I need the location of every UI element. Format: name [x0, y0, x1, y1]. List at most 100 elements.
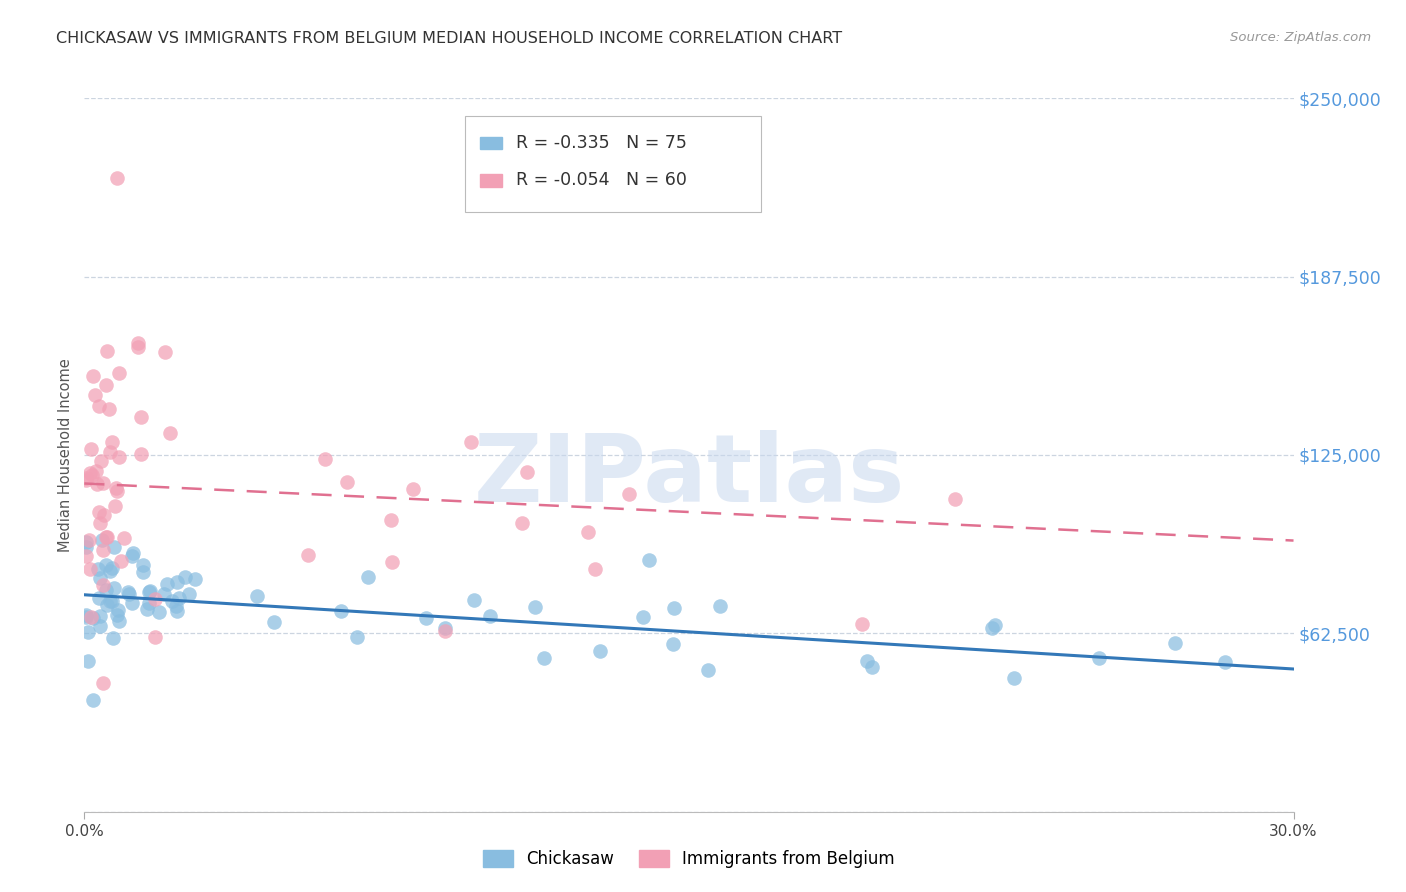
Point: [129, 447, 152, 461]
Point: [583, 562, 606, 576]
Point: [631, 610, 654, 624]
Point: [148, 605, 170, 619]
Point: [156, 576, 179, 591]
Point: [263, 615, 285, 630]
Point: [87, 399, 110, 413]
Point: [82, 369, 104, 384]
Point: [98, 445, 121, 459]
Point: [91, 533, 114, 547]
Point: [167, 591, 190, 605]
Point: [107, 615, 129, 629]
Point: [87, 591, 110, 606]
Point: [79, 442, 101, 456]
Point: [510, 516, 533, 530]
Point: [121, 545, 143, 559]
Point: [117, 585, 139, 599]
Point: [165, 599, 187, 614]
Point: [143, 591, 166, 606]
Text: R = -0.335   N = 75: R = -0.335 N = 75: [516, 134, 688, 152]
Point: [75, 535, 97, 549]
Point: [173, 570, 195, 584]
Point: [100, 594, 122, 608]
Point: [94, 530, 117, 544]
Point: [138, 585, 160, 599]
Point: [380, 512, 402, 526]
Point: [166, 575, 188, 590]
Point: [138, 596, 160, 610]
Point: [664, 600, 686, 615]
Point: [981, 621, 1004, 635]
Point: [121, 549, 143, 563]
Point: [943, 491, 966, 506]
Point: [89, 516, 111, 531]
Point: [121, 595, 143, 609]
Point: [314, 452, 336, 467]
Point: [91, 675, 114, 690]
Point: [108, 366, 131, 380]
Point: [159, 426, 181, 441]
Point: [79, 562, 101, 576]
Point: [619, 486, 641, 500]
Point: [75, 610, 97, 624]
Point: [415, 611, 437, 625]
Point: [103, 582, 125, 596]
Point: [166, 604, 188, 618]
Point: [110, 553, 132, 567]
Bar: [479, 174, 502, 186]
Point: [103, 541, 125, 555]
Point: [434, 624, 457, 639]
Point: [460, 435, 482, 450]
Point: [105, 608, 128, 623]
Point: [297, 548, 319, 562]
Point: [1164, 636, 1187, 650]
Point: [152, 587, 174, 601]
Point: [101, 631, 124, 645]
FancyBboxPatch shape: [465, 116, 762, 212]
Point: [89, 608, 111, 623]
Legend: Chickasaw, Immigrants from Belgium: Chickasaw, Immigrants from Belgium: [477, 843, 901, 875]
Point: [82, 467, 104, 482]
Point: [697, 663, 720, 677]
Point: [96, 343, 118, 358]
Point: [860, 659, 883, 673]
Point: [162, 594, 184, 608]
Point: [127, 336, 149, 351]
Point: [101, 594, 124, 608]
Point: [89, 619, 111, 633]
Point: [75, 473, 97, 487]
Point: [638, 553, 661, 567]
Point: [1088, 650, 1111, 665]
Point: [346, 630, 368, 644]
Text: Source: ZipAtlas.com: Source: ZipAtlas.com: [1230, 31, 1371, 45]
Point: [434, 622, 457, 636]
Y-axis label: Median Household Income: Median Household Income: [58, 358, 73, 552]
Point: [79, 466, 101, 480]
Point: [329, 603, 352, 617]
Point: [91, 476, 114, 491]
Point: [856, 653, 879, 667]
Point: [91, 577, 114, 591]
Point: [1213, 655, 1236, 669]
Point: [94, 378, 117, 392]
Point: [82, 693, 104, 707]
Point: [381, 555, 404, 569]
Point: [589, 644, 612, 658]
Point: [75, 541, 97, 555]
Point: [662, 637, 685, 651]
Point: [96, 598, 118, 612]
Point: [709, 599, 731, 613]
Point: [1004, 671, 1026, 685]
Text: CHICKASAW VS IMMIGRANTS FROM BELGIUM MEDIAN HOUSEHOLD INCOME CORRELATION CHART: CHICKASAW VS IMMIGRANTS FROM BELGIUM MED…: [56, 31, 842, 46]
Point: [101, 561, 124, 575]
Point: [107, 602, 129, 616]
Point: [357, 570, 380, 584]
Point: [98, 564, 121, 578]
Point: [177, 587, 200, 601]
Point: [983, 618, 1005, 632]
Point: [336, 475, 359, 489]
Point: [89, 505, 111, 519]
Point: [139, 583, 162, 598]
Point: [132, 565, 155, 579]
Point: [523, 600, 546, 615]
Point: [851, 616, 873, 631]
